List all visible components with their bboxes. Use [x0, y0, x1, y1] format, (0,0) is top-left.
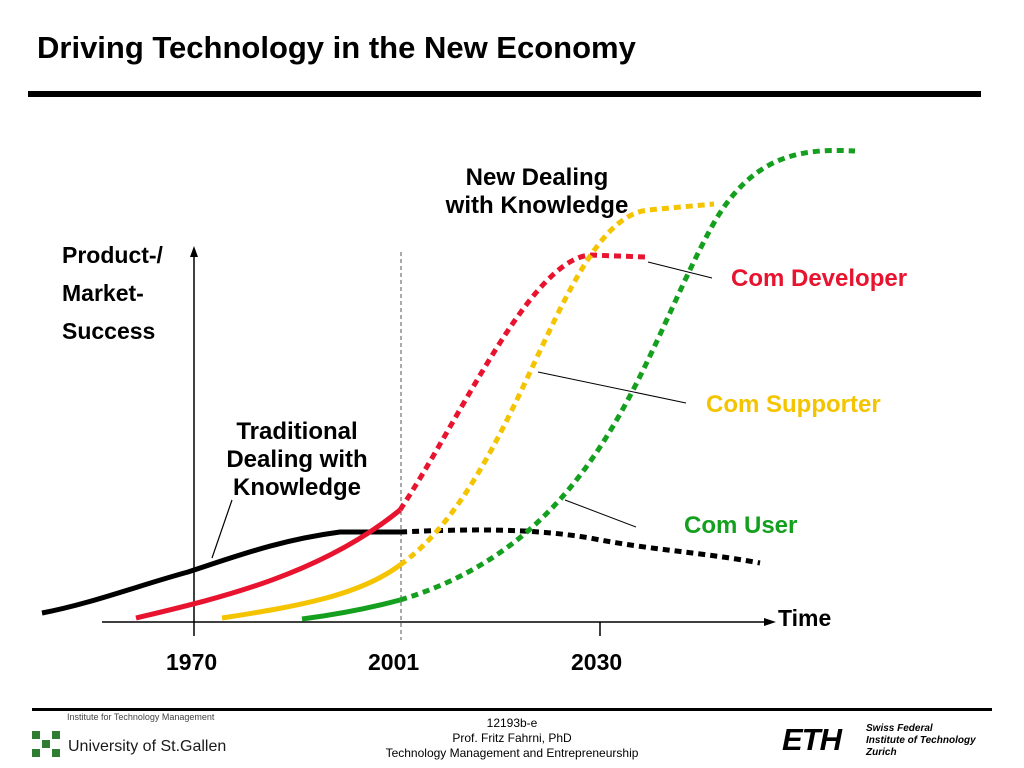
footer-course: Technology Management and Entrepreneursh… [332, 746, 692, 761]
developer-curve-solid [136, 510, 400, 618]
y-axis-label-line: Product-/ [62, 236, 163, 274]
x-axis-label: Time [778, 605, 831, 632]
leader-line-developer [648, 262, 712, 278]
annotation-line: Knowledge [212, 474, 382, 502]
tick-label-2001: 2001 [368, 649, 419, 676]
st-gallen-logo-icon [32, 731, 60, 757]
annotation-line: with Knowledge [430, 192, 644, 220]
eth-line: Institute of Technology [866, 735, 976, 747]
annotation-line: Dealing with [212, 446, 382, 474]
supporter-curve-dotted [400, 204, 714, 565]
institute-name: Institute for Technology Management [67, 712, 214, 722]
annotation-line: Traditional [212, 418, 382, 446]
leader-line-user [565, 500, 636, 527]
y-axis-label-line: Market- [62, 274, 163, 312]
series-label-developer: Com Developer [731, 265, 907, 293]
traditional-annotation: Traditional Dealing with Knowledge [212, 418, 382, 502]
leader-line-traditional [212, 500, 232, 558]
university-name: University of St.Gallen [68, 738, 226, 756]
footer-author: Prof. Fritz Fahrni, PhD [332, 731, 692, 746]
y-axis-label-line: Success [62, 312, 163, 350]
footer-divider [32, 708, 992, 711]
footer-info: 12193b-e Prof. Fritz Fahrni, PhD Technol… [332, 716, 692, 761]
eth-line: Swiss Federal [866, 723, 976, 735]
eth-logo: ETH [782, 726, 841, 754]
series-label-user: Com User [684, 512, 797, 540]
footer-code: 12193b-e [332, 716, 692, 731]
new-dealing-annotation: New Dealing with Knowledge [430, 164, 644, 220]
y-axis-label: Product-/ Market- Success [62, 236, 163, 350]
annotation-line: New Dealing [430, 164, 644, 192]
leader-line-supporter [538, 372, 686, 403]
eth-institute-name: Swiss Federal Institute of Technology Zu… [866, 723, 976, 759]
supporter-curve-solid [222, 565, 400, 618]
x-axis-arrow [764, 618, 776, 626]
y-axis-arrow [190, 246, 198, 257]
eth-line: Zurich [866, 747, 976, 759]
tick-label-2030: 2030 [571, 649, 622, 676]
tick-label-1970: 1970 [166, 649, 217, 676]
lifecycle-diagram [0, 0, 1024, 768]
series-label-supporter: Com Supporter [706, 391, 881, 419]
